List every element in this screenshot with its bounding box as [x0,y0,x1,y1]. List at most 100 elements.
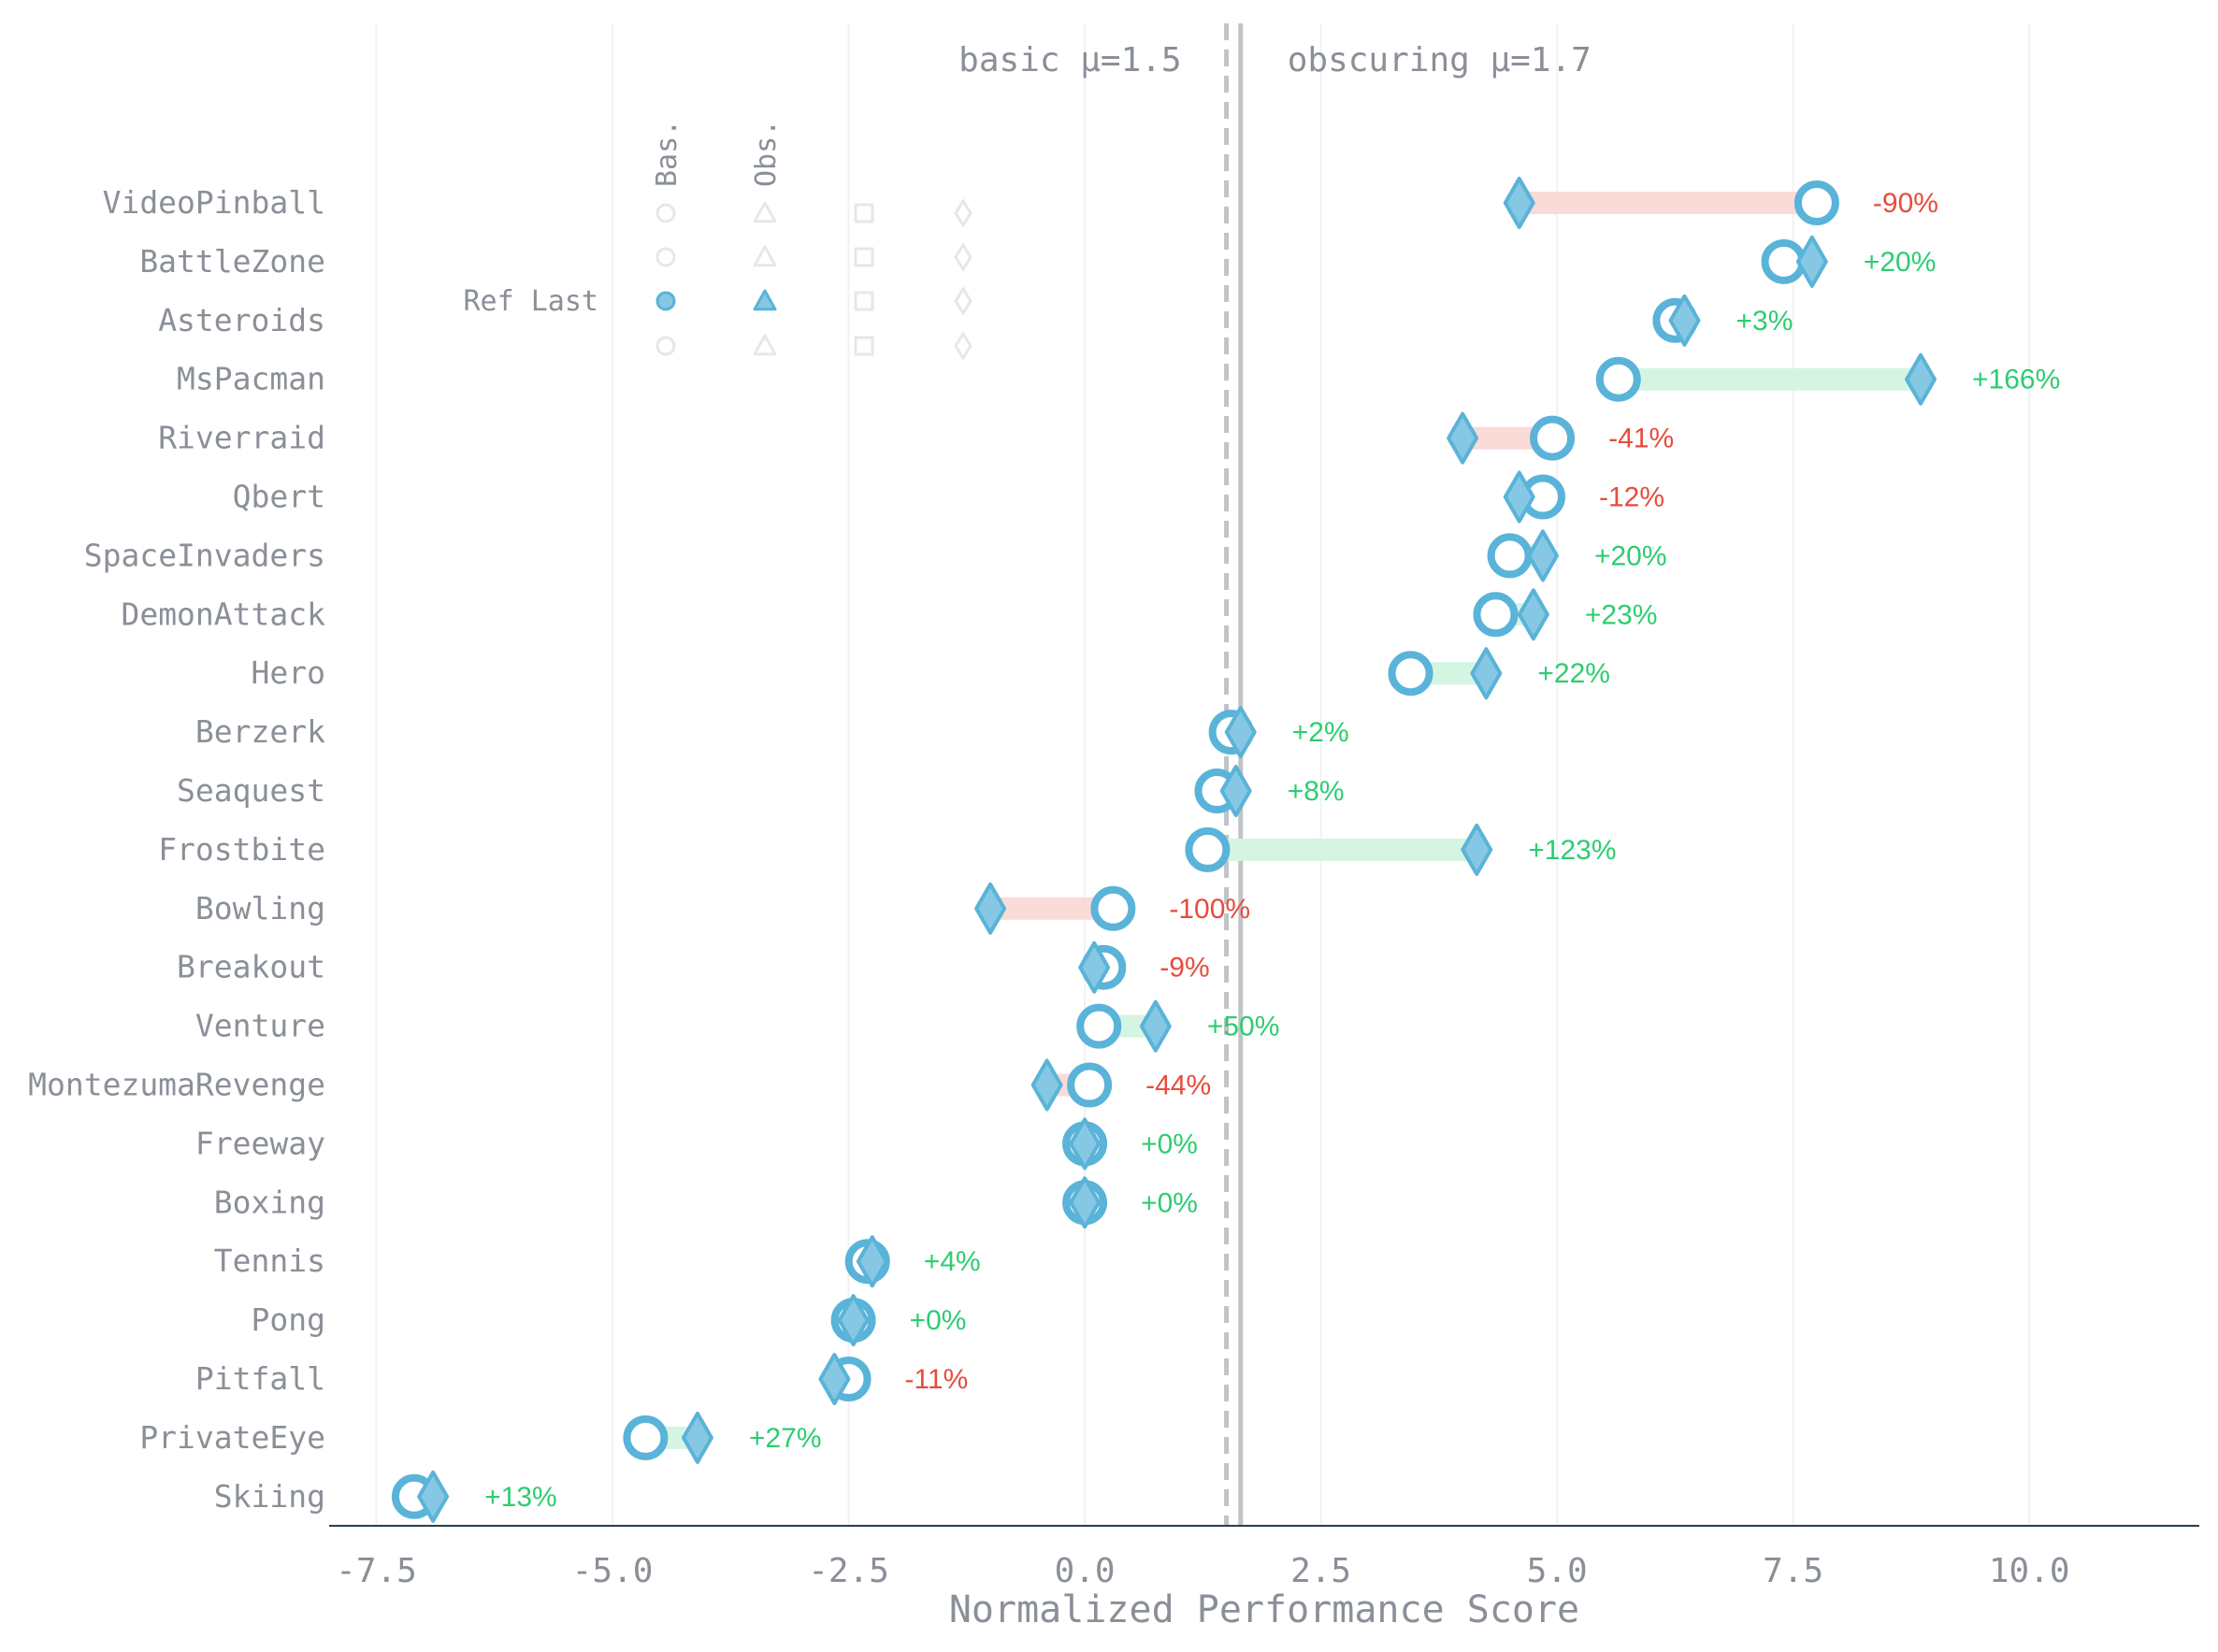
legend-square-marker [854,291,874,311]
obscuring-score-marker [417,1470,450,1523]
change-label: +27% [749,1423,822,1454]
obscuring-score-marker [1503,177,1535,229]
obscuring-score-marker [1795,235,1828,288]
x-axis-title: Normalized Performance Score [949,1588,1579,1631]
legend-circle-marker [655,247,676,267]
obscuring-score-marker [1069,1176,1102,1229]
obscuring-score-marker [1668,294,1701,347]
obscuring-score-marker [974,882,1007,935]
game-label: Riverraid [158,420,325,456]
obscuring-score-marker [1461,823,1493,876]
obscuring-score-marker [1224,706,1257,759]
mean-lines: basic μ=1.5 obscuring μ=1.7 [958,23,1591,1526]
legend-square-marker [854,203,874,223]
legend-square-marker [854,247,874,267]
obscuring-score-marker [1503,470,1535,524]
obscuring-score-marker [1139,999,1172,1053]
obscuring-score-marker [1219,765,1252,817]
change-label: +0% [1141,1187,1198,1218]
game-label: Pong [252,1301,325,1338]
obscuring-score-marker [1526,529,1559,582]
x-tick-label: 7.5 [1763,1552,1823,1590]
obscuring-score-marker [1030,1058,1063,1112]
game-label: Berzerk [195,713,325,750]
basic-score-marker [1090,885,1136,931]
change-labels: -90% +20% +3% +166% -41% -12% +20% +23% +22% +2% +… [484,188,2060,1513]
game-label: Frostbite [158,831,325,868]
game-labels: VideoPinball BattleZone Asteroids MsPacman R… [28,184,325,1515]
change-label: +123% [1528,835,1616,866]
x-tick-label: -2.5 [808,1552,889,1590]
game-label: Tennis [214,1243,325,1279]
legend-column-label: Obs. [750,120,783,187]
obscuring-score-marker [856,1235,888,1288]
change-label: +4% [924,1246,981,1277]
legend-square-marker [854,336,874,356]
change-label: +166% [1972,365,2060,395]
change-label: +20% [1594,540,1667,571]
x-tick-label: 5.0 [1527,1552,1588,1590]
game-label: Asteroids [158,302,325,338]
basic-score-marker [1076,1003,1122,1049]
legend-circle-marker [655,336,676,356]
legend-diamond-marker [954,286,972,316]
basic-score-marker [1067,1062,1113,1108]
change-label: -12% [1599,482,1664,513]
change-label: +23% [1585,599,1658,630]
mean-label: obscuring μ=1.7 [1288,41,1591,79]
obscuring-score-marker [837,1294,870,1347]
obscuring-score-marker [1078,941,1111,994]
obscuring-score-marker [1447,411,1479,465]
obscuring-score-marker [1517,588,1549,641]
game-label: Freeway [195,1125,325,1161]
change-label: +0% [1141,1128,1198,1159]
game-label: Breakout [177,949,325,985]
legend-diamond-marker [954,331,972,361]
change-label: -100% [1169,894,1250,925]
x-tick-label: 10.0 [1989,1552,2070,1590]
legend-diamond-marker [954,198,972,228]
obscuring-score-marker [681,1411,713,1464]
change-label: +3% [1736,306,1793,337]
change-label: +22% [1537,658,1610,689]
change-label: +8% [1288,776,1345,807]
change-label: -44% [1145,1070,1211,1101]
legend-diamond-marker [954,242,972,272]
x-axis: -7.5 -5.0 -2.5 0.0 2.5 5.0 7.5 10.0 [329,1525,2199,1590]
game-label: Boxing [214,1184,325,1220]
change-label: -41% [1608,424,1674,454]
x-tick-label: -5.0 [572,1552,654,1590]
legend-circle-marker [655,203,676,223]
game-label: Skiing [214,1478,325,1515]
basic-score-marker [623,1415,669,1460]
change-label: -9% [1159,953,1209,984]
legend-triangle-marker [753,334,777,356]
mean-label: basic μ=1.5 [958,41,1181,79]
game-label: VideoPinball [103,184,325,221]
game-label: Venture [195,1008,325,1044]
x-tick-label: 2.5 [1290,1552,1351,1590]
change-label: +50% [1207,1012,1280,1042]
game-label: Hero [252,654,325,691]
game-label: Qbert [233,479,325,515]
legend-row-label: Ref Last [464,285,599,318]
change-label: +13% [484,1482,557,1513]
score-markers [391,177,1937,1523]
x-tick-label: 0.0 [1055,1552,1116,1590]
obscuring-score-marker [1069,1117,1102,1171]
game-label: DemonAttack [121,596,325,632]
game-label: PrivateEye [139,1419,325,1456]
legend-column-label: Bas. [651,120,684,187]
basic-score-marker [1793,180,1839,225]
basic-score-marker [1530,415,1576,461]
obscuring-score-marker [1470,647,1503,700]
change-label: -11% [905,1364,969,1395]
game-label: MontezumaRevenge [28,1067,325,1103]
game-label: MsPacman [177,361,325,397]
game-label: Pitfall [195,1360,325,1397]
legend-triangle-marker [753,289,777,311]
legend-circle-marker [655,291,676,311]
basic-score-marker [1487,533,1533,579]
game-label: Bowling [195,890,325,927]
